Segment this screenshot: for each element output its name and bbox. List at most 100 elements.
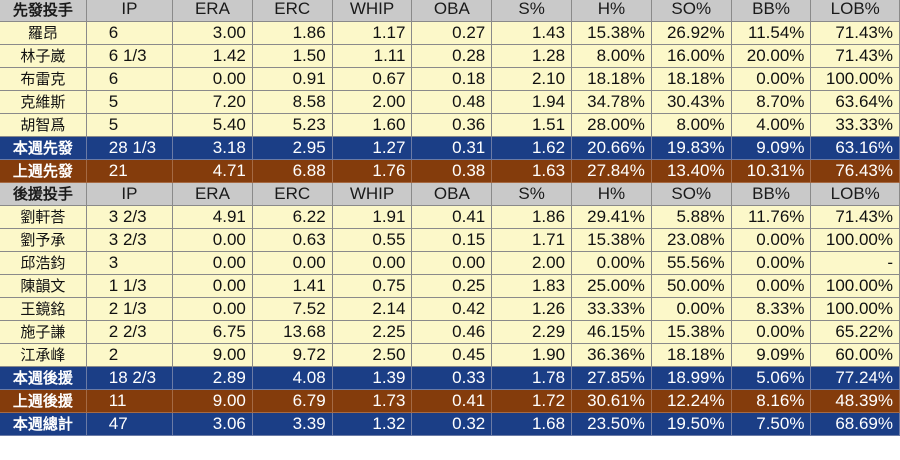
- so-pct-cell: 16.00%: [651, 44, 732, 68]
- ip-cell: 5: [86, 113, 174, 137]
- era-cell: 1.42: [172, 44, 253, 68]
- whip-cell: 1.32: [332, 412, 413, 436]
- ip-cell: 6 1/3: [86, 44, 174, 68]
- h-pct-cell: 23.50%: [571, 412, 652, 436]
- whip-cell: WHIP: [332, 182, 413, 206]
- whip-cell: 1.91: [332, 205, 413, 229]
- whip-cell: 0.00: [332, 251, 413, 275]
- era-cell: 3.00: [172, 21, 253, 45]
- lob-pct-cell: 48.39%: [810, 389, 900, 413]
- lob-pct-cell: 100.00%: [810, 297, 900, 321]
- lob-pct-cell: LOB%: [810, 0, 900, 22]
- h-pct-cell: 15.38%: [571, 21, 652, 45]
- erc-cell: 1.50: [252, 44, 333, 68]
- whip-cell: 1.27: [332, 136, 413, 160]
- ip-cell: 3 2/3: [86, 205, 174, 229]
- era-cell: 0.00: [172, 251, 253, 275]
- oba-cell: 0.48: [411, 90, 493, 114]
- oba-cell: 0.36: [411, 113, 493, 137]
- relievers-this-week-row: 本週後援 18 2/3 2.89 4.08 1.39 0.33 1.78 27.85% 18.9…: [0, 366, 900, 390]
- bb-pct-cell: 10.31%: [731, 159, 812, 183]
- starter-row-hu-chih-wei: 胡智爲 5 5.40 5.23 1.60 0.36 1.51 28.00% 8.00% 4.00%…: [0, 113, 900, 137]
- lob-pct-cell: 65.22%: [810, 320, 900, 344]
- erc-cell: ERC: [252, 182, 333, 206]
- erc-cell: 0.63: [252, 228, 333, 252]
- oba-cell: 0.32: [411, 412, 493, 436]
- lob-pct-cell: 68.69%: [810, 412, 900, 436]
- era-cell: ERA: [172, 182, 253, 206]
- s-pct-cell: 1.43: [491, 21, 573, 45]
- h-pct-cell: 27.84%: [571, 159, 652, 183]
- ip-cell: 18 2/3: [86, 366, 174, 390]
- so-pct-cell: 19.83%: [651, 136, 732, 160]
- erc-cell: ERC: [252, 0, 333, 22]
- pitcher-cell: 上週先發: [0, 159, 87, 183]
- starters-this-week-row: 本週先發 28 1/3 3.18 2.95 1.27 0.31 1.62 20.66% 19.8…: [0, 136, 900, 160]
- oba-cell: 0.42: [411, 297, 493, 321]
- pitcher-cell: 江承峰: [0, 343, 87, 367]
- erc-cell: 6.79: [252, 389, 333, 413]
- s-pct-cell: S%: [491, 182, 573, 206]
- s-pct-cell: 2.10: [491, 67, 573, 91]
- s-pct-cell: 1.51: [491, 113, 573, 137]
- starter-row-ro-ang: 羅昂 6 3.00 1.86 1.17 0.27 1.43 15.38% 26.92% 11.54…: [0, 21, 900, 45]
- s-pct-cell: 1.78: [491, 366, 573, 390]
- era-cell: 0.00: [172, 297, 253, 321]
- pitcher-cell: 先發投手: [0, 0, 87, 22]
- bb-pct-cell: 7.50%: [731, 412, 812, 436]
- bb-pct-cell: 0.00%: [731, 67, 812, 91]
- bb-pct-cell: 11.54%: [731, 21, 812, 45]
- erc-cell: 5.23: [252, 113, 333, 137]
- erc-cell: 7.52: [252, 297, 333, 321]
- whip-cell: 2.25: [332, 320, 413, 344]
- s-pct-cell: 1.72: [491, 389, 573, 413]
- pitcher-cell: 林子崴: [0, 44, 87, 68]
- so-pct-cell: 15.38%: [651, 320, 732, 344]
- bb-pct-cell: 9.09%: [731, 343, 812, 367]
- oba-cell: 0.31: [411, 136, 493, 160]
- lob-pct-cell: 71.43%: [810, 21, 900, 45]
- ip-cell: 2 2/3: [86, 320, 174, 344]
- oba-cell: 0.27: [411, 21, 493, 45]
- h-pct-cell: 25.00%: [571, 274, 652, 298]
- oba-cell: 0.41: [411, 389, 493, 413]
- bb-pct-cell: 0.00%: [731, 274, 812, 298]
- bb-pct-cell: 0.00%: [731, 228, 812, 252]
- reliever-row-7: 江承峰 2 9.00 9.72 2.50 0.45 1.90 36.36% 18.18% 9.09…: [0, 343, 900, 367]
- era-cell: 9.00: [172, 343, 253, 367]
- h-pct-cell: 20.66%: [571, 136, 652, 160]
- ip-cell: IP: [86, 182, 174, 206]
- pitcher-cell: 王鏡銘: [0, 297, 87, 321]
- ip-cell: 6: [86, 67, 174, 91]
- whip-cell: 1.60: [332, 113, 413, 137]
- h-pct-cell: 33.33%: [571, 297, 652, 321]
- s-pct-cell: 1.68: [491, 412, 573, 436]
- oba-cell: 0.28: [411, 44, 493, 68]
- bb-pct-cell: 20.00%: [731, 44, 812, 68]
- erc-cell: 3.39: [252, 412, 333, 436]
- h-pct-cell: 46.15%: [571, 320, 652, 344]
- ip-cell: 2: [86, 343, 174, 367]
- whip-cell: 2.14: [332, 297, 413, 321]
- so-pct-cell: 18.99%: [651, 366, 732, 390]
- h-pct-cell: 27.85%: [571, 366, 652, 390]
- lob-pct-cell: 33.33%: [810, 113, 900, 137]
- h-pct-cell: 8.00%: [571, 44, 652, 68]
- whip-cell: 0.55: [332, 228, 413, 252]
- pitcher-cell: 邱浩鈞: [0, 251, 87, 275]
- reliever-row-2: 劉予承 3 2/3 0.00 0.63 0.55 0.15 1.71 15.38% 23.08%…: [0, 228, 900, 252]
- so-pct-cell: 13.40%: [651, 159, 732, 183]
- erc-cell: 1.41: [252, 274, 333, 298]
- relievers-header-row: 後援投手 IP ERA ERC WHIP OBA S% H% SO% BB% LOB%: [0, 182, 900, 206]
- pitcher-cell: 後援投手: [0, 182, 87, 206]
- ip-cell: 1 1/3: [86, 274, 174, 298]
- whip-cell: 0.75: [332, 274, 413, 298]
- s-pct-cell: 1.71: [491, 228, 573, 252]
- oba-cell: 0.38: [411, 159, 493, 183]
- lob-pct-cell: 76.43%: [810, 159, 900, 183]
- era-cell: 3.18: [172, 136, 253, 160]
- era-cell: 4.71: [172, 159, 253, 183]
- ip-cell: 6: [86, 21, 174, 45]
- reliever-row-4: 陳韻文 1 1/3 0.00 1.41 0.75 0.25 1.83 25.00% 50.00%…: [0, 274, 900, 298]
- erc-cell: 6.22: [252, 205, 333, 229]
